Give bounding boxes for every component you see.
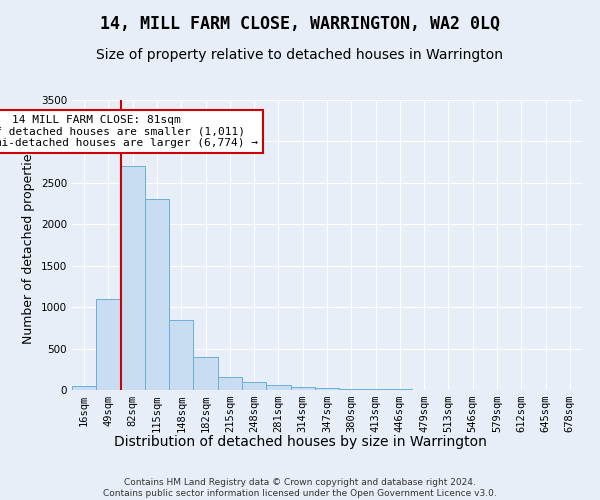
Text: 14 MILL FARM CLOSE: 81sqm
← 13% of detached houses are smaller (1,011)
86% of se: 14 MILL FARM CLOSE: 81sqm ← 13% of detac…	[0, 115, 258, 148]
Bar	[242, 382, 266, 390]
Bar	[72, 386, 96, 390]
Bar	[145, 200, 169, 390]
Bar	[364, 389, 388, 390]
Bar	[290, 387, 315, 390]
Text: Distribution of detached houses by size in Warrington: Distribution of detached houses by size …	[113, 435, 487, 449]
Bar	[96, 299, 121, 390]
Bar	[266, 385, 290, 390]
Bar	[193, 357, 218, 390]
Bar	[169, 320, 193, 390]
Bar	[315, 388, 339, 390]
Y-axis label: Number of detached properties: Number of detached properties	[22, 146, 35, 344]
Bar	[218, 376, 242, 390]
Bar	[339, 389, 364, 390]
Bar	[121, 166, 145, 390]
Text: Size of property relative to detached houses in Warrington: Size of property relative to detached ho…	[97, 48, 503, 62]
Text: Contains HM Land Registry data © Crown copyright and database right 2024.
Contai: Contains HM Land Registry data © Crown c…	[103, 478, 497, 498]
Text: 14, MILL FARM CLOSE, WARRINGTON, WA2 0LQ: 14, MILL FARM CLOSE, WARRINGTON, WA2 0LQ	[100, 15, 500, 33]
